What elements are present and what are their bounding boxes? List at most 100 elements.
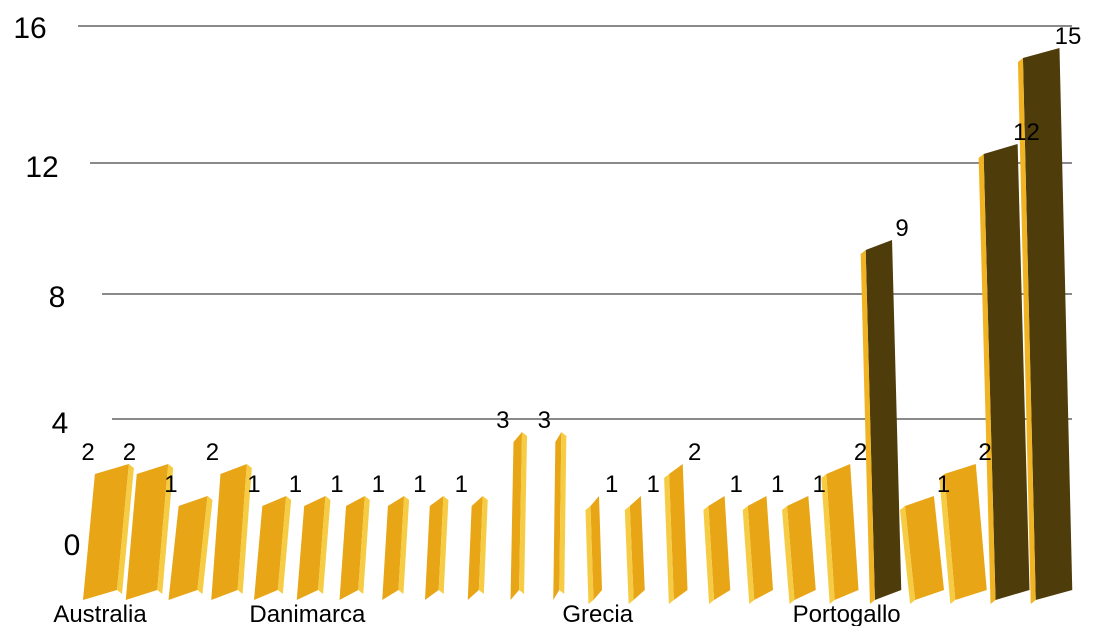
bar-face bbox=[296, 496, 326, 600]
data-label: 3 bbox=[538, 407, 551, 434]
bar-face bbox=[553, 432, 562, 600]
y-tick-label: 0 bbox=[64, 529, 81, 562]
bar-face bbox=[983, 144, 1030, 600]
bar bbox=[899, 496, 945, 604]
bar bbox=[585, 496, 603, 604]
bar-edge bbox=[821, 474, 835, 604]
bar-face bbox=[467, 496, 483, 600]
x-tick-label: Danimarca bbox=[249, 601, 366, 626]
bar-face bbox=[254, 496, 287, 600]
bar bbox=[125, 464, 174, 600]
bar-edge bbox=[585, 506, 594, 604]
data-label: 1 bbox=[455, 471, 468, 498]
bar-face bbox=[944, 464, 987, 600]
bar bbox=[703, 496, 731, 604]
bar-face bbox=[125, 464, 169, 600]
bar-face bbox=[865, 240, 902, 600]
data-label: 1 bbox=[605, 471, 618, 498]
bar bbox=[382, 496, 410, 600]
bars bbox=[83, 48, 1073, 604]
bar-face bbox=[211, 464, 247, 600]
bar bbox=[83, 464, 134, 600]
bar-face bbox=[425, 496, 444, 600]
data-label: 2 bbox=[688, 439, 701, 466]
bar-edge bbox=[742, 506, 755, 604]
bar-edge bbox=[157, 464, 174, 594]
bar-face bbox=[747, 496, 774, 600]
data-label: 1 bbox=[771, 471, 784, 498]
data-label: 1 bbox=[372, 471, 385, 498]
bar bbox=[821, 464, 859, 604]
data-label: 1 bbox=[647, 471, 660, 498]
data-label: 2 bbox=[978, 439, 991, 466]
bar-edge bbox=[939, 474, 956, 604]
y-tick-label: 8 bbox=[49, 281, 66, 314]
bar bbox=[553, 432, 567, 600]
bar-face bbox=[510, 432, 523, 600]
y-tick-label: 12 bbox=[25, 151, 58, 184]
bar bbox=[742, 496, 774, 604]
bar-face bbox=[1022, 48, 1073, 600]
bar-edge bbox=[237, 464, 252, 594]
bar bbox=[211, 464, 252, 600]
x-axis-ticks: Australia Danimarca Grecia Portogallo bbox=[53, 601, 900, 628]
data-label: 1 bbox=[937, 471, 950, 498]
bar-face bbox=[629, 496, 645, 600]
bar-edge bbox=[782, 506, 795, 604]
bar bbox=[624, 496, 645, 604]
bar-face bbox=[168, 496, 208, 600]
data-label: 2 bbox=[123, 439, 136, 466]
bar-edge bbox=[277, 496, 292, 594]
bar-edge bbox=[358, 496, 370, 594]
bar-edge bbox=[519, 432, 528, 594]
bar-edge bbox=[624, 506, 634, 604]
bar bbox=[510, 432, 528, 600]
bar-face bbox=[382, 496, 405, 600]
bar-face bbox=[826, 464, 859, 600]
bar bbox=[339, 496, 370, 600]
bar-edge bbox=[318, 496, 331, 594]
bar-edge bbox=[860, 250, 875, 604]
bar-face bbox=[83, 464, 129, 600]
bar bbox=[939, 464, 987, 604]
data-label: 2 bbox=[81, 439, 94, 466]
data-label: 1 bbox=[289, 471, 302, 498]
bar bbox=[467, 496, 488, 600]
bar-face bbox=[787, 496, 816, 600]
data-label: 1 bbox=[413, 471, 426, 498]
bar-face bbox=[904, 496, 945, 600]
x-tick-label: Grecia bbox=[562, 601, 633, 626]
y-axis-ticks: 0 4 8 12 16 bbox=[13, 12, 80, 562]
y-tick-label: 4 bbox=[52, 407, 69, 440]
bar-edge bbox=[438, 496, 449, 594]
bar-edge bbox=[978, 154, 996, 604]
bar-edge bbox=[703, 506, 715, 604]
data-label: 2 bbox=[206, 439, 219, 466]
bar bbox=[254, 496, 292, 600]
bar bbox=[860, 240, 902, 604]
bar-face bbox=[339, 496, 365, 600]
data-label: 1 bbox=[729, 471, 742, 498]
y-tick-label: 16 bbox=[13, 12, 46, 45]
data-label: 12 bbox=[1013, 119, 1040, 146]
x-tick-label: Australia bbox=[53, 601, 147, 626]
bar-face bbox=[590, 496, 603, 600]
bar-edge bbox=[398, 496, 410, 594]
bar bbox=[1017, 48, 1073, 604]
bar bbox=[168, 496, 213, 600]
bar bbox=[425, 496, 449, 600]
bar-edge bbox=[117, 464, 134, 594]
bar-edge bbox=[899, 506, 916, 604]
data-label: 1 bbox=[812, 471, 825, 498]
data-label: 1 bbox=[330, 471, 343, 498]
bar-edge bbox=[197, 496, 213, 594]
gridlines bbox=[78, 25, 1072, 420]
bar bbox=[664, 464, 688, 604]
data-label: 9 bbox=[895, 215, 908, 242]
data-label: 1 bbox=[164, 471, 177, 498]
bar-face bbox=[669, 464, 688, 600]
bar-edge bbox=[664, 474, 674, 604]
